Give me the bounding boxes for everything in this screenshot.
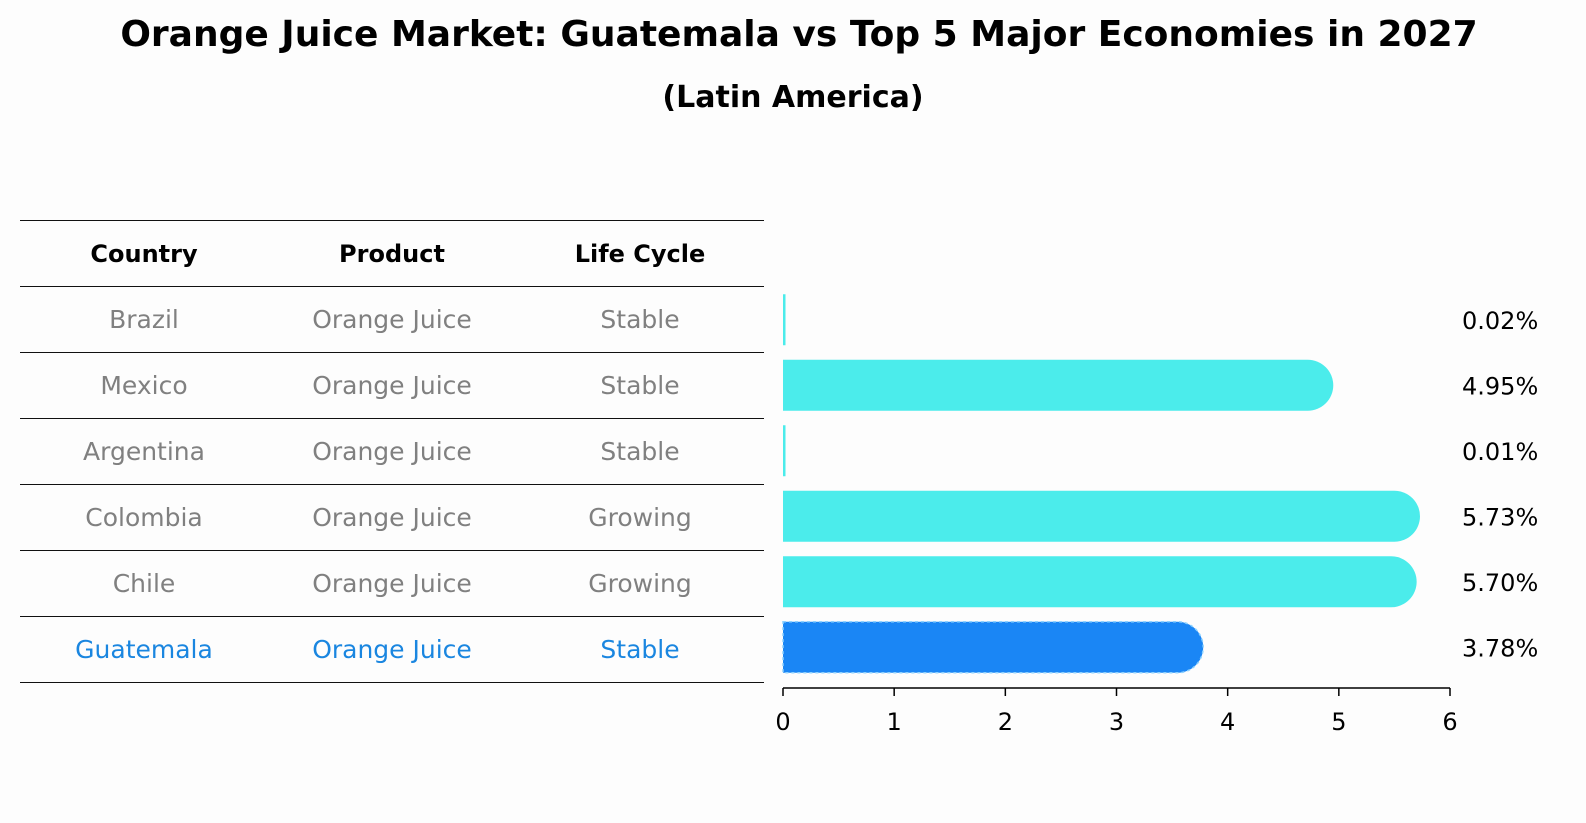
- bar-mexico: [783, 359, 1334, 411]
- x-tick-label: 3: [1109, 708, 1124, 736]
- cell-country: Mexico: [20, 352, 268, 419]
- x-tick-label: 2: [998, 708, 1013, 736]
- table-header-row: Country Product Life Cycle: [20, 220, 764, 287]
- table-row-highlighted: Guatemala Orange Juice Stable: [20, 616, 764, 683]
- cell-country: Colombia: [20, 484, 268, 551]
- table-row: Chile Orange Juice Growing: [20, 550, 764, 617]
- data-label: 3.78%: [1462, 634, 1538, 662]
- cell-product: Orange Juice: [268, 484, 516, 551]
- data-label: 4.95%: [1462, 372, 1538, 400]
- cell-product: Orange Juice: [268, 550, 516, 617]
- cell-product: Orange Juice: [268, 286, 516, 353]
- cell-country: Chile: [20, 550, 268, 617]
- table-row: Colombia Orange Juice Growing: [20, 484, 764, 551]
- cell-country: Guatemala: [20, 616, 268, 683]
- cell-product: Orange Juice: [268, 418, 516, 485]
- data-table: Country Product Life Cycle Brazil Orange…: [20, 220, 764, 683]
- cell-life-cycle: Growing: [516, 550, 764, 617]
- x-tick-label: 5: [1331, 708, 1346, 736]
- chart-subtitle: (Latin America): [662, 80, 924, 115]
- cell-life-cycle: Growing: [516, 484, 764, 551]
- x-tick-label: 4: [1220, 708, 1235, 736]
- cell-life-cycle: Stable: [516, 616, 764, 683]
- x-tick-label: 6: [1442, 708, 1457, 736]
- table-row: Brazil Orange Juice Stable: [20, 286, 764, 353]
- cell-life-cycle: Stable: [516, 286, 764, 353]
- bar-argentina: [783, 425, 786, 477]
- bar-brazil: [783, 294, 786, 346]
- cell-product: Orange Juice: [268, 352, 516, 419]
- cell-product: Orange Juice: [268, 616, 516, 683]
- column-header-life-cycle: Life Cycle: [516, 220, 764, 287]
- cell-life-cycle: Stable: [516, 418, 764, 485]
- bar-colombia: [783, 490, 1420, 542]
- column-header-country: Country: [20, 220, 268, 287]
- column-header-product: Product: [268, 220, 516, 287]
- data-label: 0.02%: [1462, 307, 1538, 335]
- bar-guatemala: [782, 621, 1204, 674]
- chart-title: Orange Juice Market: Guatemala vs Top 5 …: [120, 14, 1478, 55]
- x-tick-label: 0: [775, 708, 790, 736]
- table-row: Mexico Orange Juice Stable: [20, 352, 764, 419]
- x-tick-label: 1: [887, 708, 902, 736]
- cell-country: Argentina: [20, 418, 268, 485]
- data-label: 5.70%: [1462, 569, 1538, 597]
- data-label: 0.01%: [1462, 438, 1538, 466]
- bar-chile: [783, 556, 1417, 608]
- table-row: Argentina Orange Juice Stable: [20, 418, 764, 485]
- cell-country: Brazil: [20, 286, 268, 353]
- data-label: 5.73%: [1462, 503, 1538, 531]
